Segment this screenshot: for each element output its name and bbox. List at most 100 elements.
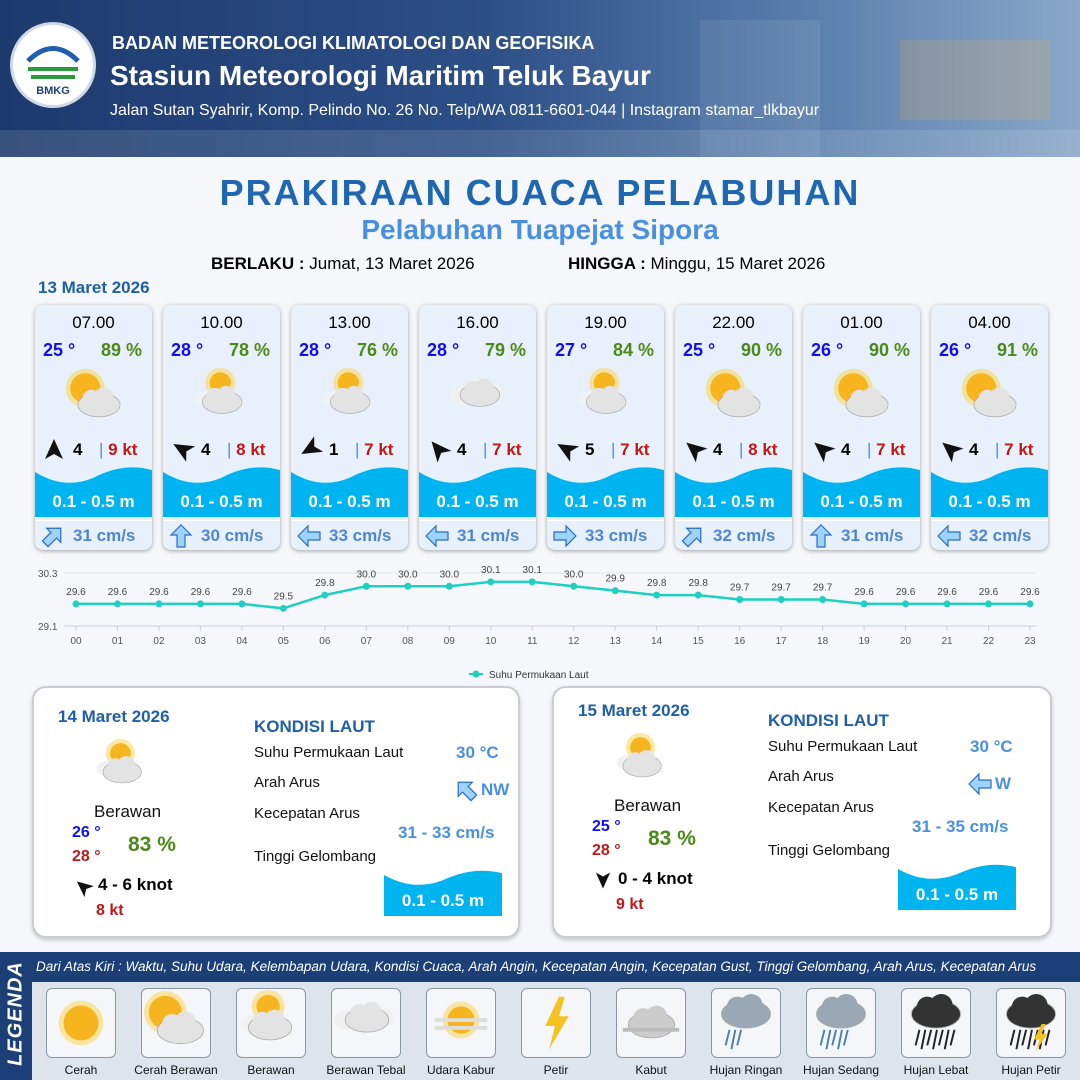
wind-speed: 4: [201, 440, 211, 459]
wind-info: 4 | 7 kt: [937, 438, 1042, 463]
current-info: 30 cm/s: [163, 520, 280, 550]
wind-speed: 1: [329, 440, 339, 459]
data-label: 29.9: [605, 574, 625, 585]
wave-height: 0.1 - 0.5 m: [820, 492, 903, 511]
data-label: 29.7: [813, 583, 833, 594]
data-point: [694, 591, 702, 599]
data-point: [570, 582, 578, 590]
humidity: 83 %: [128, 833, 176, 856]
legend: LEGENDA Dari Atas Kiri : Waktu, Suhu Uda…: [0, 952, 1080, 1080]
data-point: [1026, 600, 1034, 608]
legend-description: Dari Atas Kiri : Waktu, Suhu Udara, Kele…: [36, 959, 1037, 974]
weather-berawan-icon: [612, 732, 674, 792]
data-label: 29.6: [108, 587, 128, 598]
data-label: 30.0: [357, 569, 377, 580]
x-tick-label: 13: [610, 636, 622, 647]
x-tick-label: 09: [444, 636, 456, 647]
current-direction-icon: [169, 524, 193, 548]
data-label: 29.6: [232, 587, 252, 598]
current-info: 32 cm/s: [931, 520, 1048, 550]
gust-speed-wrap: | 7 kt: [483, 440, 522, 459]
air-temperature: 25 °: [683, 340, 716, 360]
port-name: Pelabuhan Tuapejat Sipora: [361, 214, 719, 245]
wind-info: 4 | 9 kt: [41, 438, 146, 462]
wave-icon: [803, 460, 920, 517]
weather-cerah-berawan-icon: [63, 367, 127, 429]
wave-height: 0.1 - 0.5 m: [692, 492, 775, 511]
temp-max: 28 °: [592, 842, 621, 859]
data-label: 29.5: [274, 591, 294, 602]
data-point: [72, 600, 80, 608]
legend-item: Hujan Petir: [985, 988, 1077, 1077]
forecast-card: 07.00 25 ° 89 % 4 | 9 kt 0.1 - 0.5 m 31 …: [35, 305, 152, 550]
data-label: 29.6: [979, 587, 999, 598]
wind-direction-icon: [683, 438, 708, 463]
temp-max: 28 °: [72, 848, 101, 865]
current-info: 33 cm/s: [547, 520, 664, 550]
temp-min: 25 °: [592, 818, 621, 835]
forecast-card: 19.00 27 ° 84 % 5 | 7 kt 0.1 - 0.5 m 33 …: [547, 305, 664, 550]
x-tick-label: 21: [941, 636, 953, 647]
valid-from-label: BERLAKU :: [211, 254, 305, 273]
legend-item-label: Cerah: [64, 1063, 98, 1077]
x-tick-label: 10: [485, 636, 497, 647]
current-speed: 32 cm/s: [713, 526, 776, 545]
gust-speed: 8 kt: [748, 440, 778, 459]
current-speed-label: Kecepatan Arus: [768, 799, 874, 816]
data-point: [943, 600, 951, 608]
legend-item: Cerah: [35, 988, 127, 1077]
valid-to-date: Minggu, 15 Maret 2026: [650, 254, 826, 273]
wind-direction-icon: [555, 438, 580, 462]
data-point: [238, 600, 246, 608]
sea-condition-title: KONDISI LAUT: [254, 717, 375, 736]
legend-item: Berawan Tebal: [320, 988, 412, 1077]
wind-speed: 4: [457, 440, 467, 459]
sst-label: Suhu Permukaan Laut: [768, 738, 918, 755]
current-speed: 32 cm/s: [969, 526, 1032, 545]
current-direction-icon: [681, 524, 705, 548]
wave-icon: [419, 460, 536, 517]
current-direction-icon: [553, 524, 577, 548]
wave-height: 0.1 - 0.5 m: [948, 492, 1031, 511]
current-direction-icon: [41, 524, 65, 548]
current-speed-value: 31 - 35 cm/s: [912, 817, 1009, 836]
legend-item: Kabut: [605, 988, 697, 1077]
legend-bar: [0, 952, 1080, 982]
forecast-time: 16.00: [456, 313, 499, 332]
current-speed: 31 cm/s: [841, 526, 904, 545]
current-info: 31 cm/s: [35, 520, 152, 550]
x-tick-label: 19: [859, 636, 871, 647]
data-label: 29.6: [1020, 587, 1040, 598]
valid-to: HINGGA : Minggu, 15 Maret 2026: [568, 254, 825, 274]
valid-from-date: Jumat, 13 Maret 2026: [309, 254, 475, 273]
data-point: [985, 600, 993, 608]
wind-direction-icon: [939, 438, 964, 463]
air-temperature: 25 °: [43, 340, 76, 360]
wind-info: 5 | 7 kt: [553, 438, 658, 462]
data-label: 30.1: [481, 565, 501, 576]
forecast-time: 22.00: [712, 313, 755, 332]
agency-name: BADAN METEOROLOGI KLIMATOLOGI DAN GEOFIS…: [112, 33, 595, 53]
x-tick-label: 17: [776, 636, 788, 647]
data-label: 29.6: [191, 587, 211, 598]
current-direction-icon: [968, 772, 992, 801]
legend-item: Hujan Sedang: [795, 988, 887, 1077]
gust-speed: 8 kt: [236, 440, 266, 459]
weather-hujan-sedang-icon: [806, 988, 876, 1058]
data-point: [777, 596, 785, 603]
legend-item-label: Petir: [543, 1063, 569, 1077]
temp-min: 26 °: [72, 824, 101, 841]
air-temperature: 28 °: [171, 340, 204, 360]
wind-direction-icon: [427, 438, 452, 463]
legend-side: LEGENDA: [0, 952, 32, 1080]
humidity: 84 %: [612, 340, 654, 360]
sst-label: Suhu Permukaan Laut: [254, 744, 404, 761]
gust-speed: 9 kt: [108, 440, 138, 459]
data-point: [362, 582, 370, 590]
legend-item: Udara Kabur: [415, 988, 507, 1077]
weather-condition: Berawan: [614, 796, 682, 815]
weather-cerah-berawan-icon: [141, 988, 211, 1058]
data-point: [321, 591, 329, 599]
humidity: 90 %: [740, 340, 782, 360]
wave-icon: [384, 864, 502, 916]
